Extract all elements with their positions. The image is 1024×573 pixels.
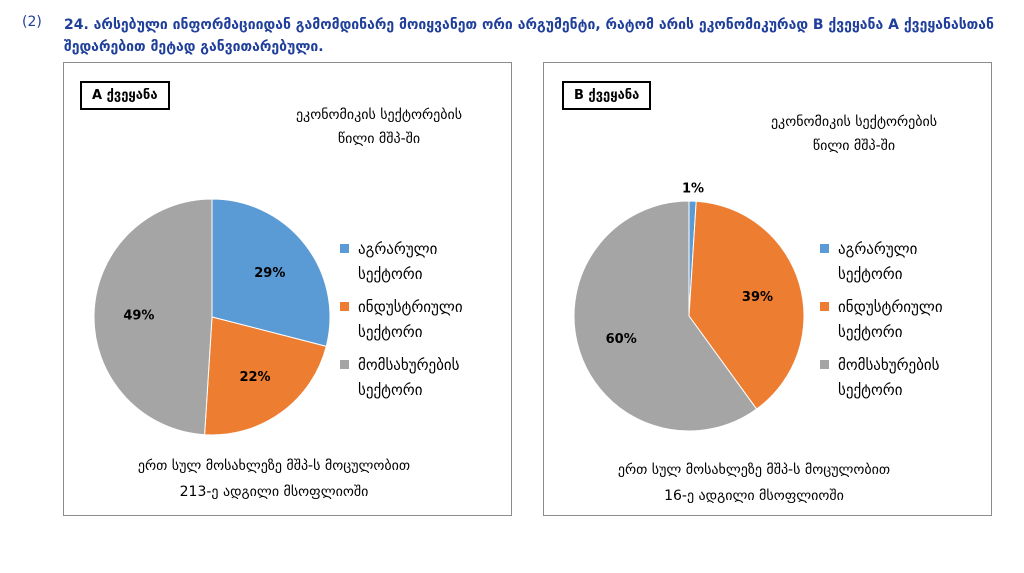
chart-footnote-a-line-2: 213-ე ადგილი მსოფლიოში — [179, 484, 369, 500]
legend-swatch-industrial — [340, 302, 349, 311]
pie-slice-services — [93, 198, 213, 436]
legend-label: მომსახურების — [358, 356, 460, 374]
data-label: 60% — [606, 332, 637, 347]
legend-label: სექტორი — [358, 381, 423, 399]
legend-label: სექტორი — [358, 323, 423, 341]
legend-item-industrial: ინდუსტრიული სექტორი — [820, 295, 943, 345]
legend-swatch-services — [340, 360, 349, 369]
data-label: 1% — [682, 181, 704, 196]
chart-title-a-line-1: ეკონომიკის სექტორების — [295, 107, 463, 123]
pie-slice-industrial — [688, 200, 805, 410]
pie-slice-agrarian — [211, 198, 331, 347]
chart-panel-a: A ქვეყანა ეკონომიკის სექტორების წილი მშპ… — [63, 62, 512, 516]
pie-slice-services — [573, 200, 758, 432]
legend-label: სექტორი — [838, 323, 903, 341]
legend-label: ინდუსტრიული — [838, 298, 943, 316]
pie-slice-industrial — [204, 316, 327, 436]
data-label: 29% — [254, 266, 285, 281]
legend-label: მომსახურების — [838, 356, 940, 374]
pie-chart-a: 29% 22% 49% — [93, 198, 331, 436]
legend-item-industrial: ინდუსტრიული სექტორი — [340, 295, 463, 345]
legend-swatch-industrial — [820, 302, 829, 311]
chart-legend-a: აგრარული სექტორი ინდუსტრიული სექტორი მომ… — [340, 237, 463, 411]
legend-item-services: მომსახურების სექტორი — [340, 353, 463, 403]
chart-panel-b: B ქვეყანა ეკონომიკის სექტორების წილი მშპ… — [543, 62, 992, 516]
legend-item-agrarian: აგრარული სექტორი — [340, 237, 463, 287]
legend-item-agrarian: აგრარული სექტორი — [820, 237, 943, 287]
question-number: (2) — [22, 14, 42, 30]
chart-title-b-line-1: ეკონომიკის სექტორების — [770, 114, 938, 130]
chart-footnote-b: ერთ სულ მოსახლეზე მშპ-ს მოცულობით 16-ე ა… — [584, 457, 924, 509]
chart-title-a: ეკონომიკის სექტორების წილი მშპ-ში — [269, 103, 489, 151]
legend-swatch-services — [820, 360, 829, 369]
legend-label: სექტორი — [838, 381, 903, 399]
chart-footnote-b-line-2: 16-ე ადგილი მსოფლიოში — [664, 488, 844, 504]
chart-legend-b: აგრარული სექტორი ინდუსტრიული სექტორი მომ… — [820, 237, 943, 411]
chart-title-b-line-2: წილი მშპ-ში — [812, 138, 896, 154]
data-label: 49% — [123, 309, 154, 324]
question-text: 24. არსებული ინფორმაციიდან გამომდინარე მ… — [64, 14, 1024, 58]
legend-label: აგრარული — [838, 240, 918, 258]
country-label-b: B ქვეყანა — [562, 81, 652, 110]
chart-title-a-line-2: წილი მშპ-ში — [337, 131, 421, 147]
chart-title-b: ეკონომიკის სექტორების წილი მშპ-ში — [744, 110, 964, 158]
legend-label: სექტორი — [838, 265, 903, 283]
chart-footnote-a: ერთ სულ მოსახლეზე მშპ-ს მოცულობით 213-ე … — [104, 453, 444, 505]
chart-footnote-a-line-1: ერთ სულ მოსახლეზე მშპ-ს მოცულობით — [137, 458, 411, 474]
chart-footnote-b-line-1: ერთ სულ მოსახლეზე მშპ-ს მოცულობით — [617, 462, 891, 478]
legend-label: ინდუსტრიული — [358, 298, 463, 316]
legend-item-services: მომსახურების სექტორი — [820, 353, 943, 403]
question-line-1: 24. არსებული ინფორმაციიდან გამომდინარე მ… — [64, 17, 994, 33]
question-line-2: შედარებით მეტად განვითარებული. — [64, 39, 324, 55]
legend-swatch-agrarian — [820, 244, 829, 253]
data-label: 39% — [742, 290, 773, 305]
data-label: 22% — [239, 370, 270, 385]
legend-label: სექტორი — [358, 265, 423, 283]
pie-chart-b: 1% 39% 60% — [573, 181, 805, 432]
legend-label: აგრარული — [358, 240, 438, 258]
country-label-a: A ქვეყანა — [80, 81, 170, 110]
legend-swatch-agrarian — [340, 244, 349, 253]
